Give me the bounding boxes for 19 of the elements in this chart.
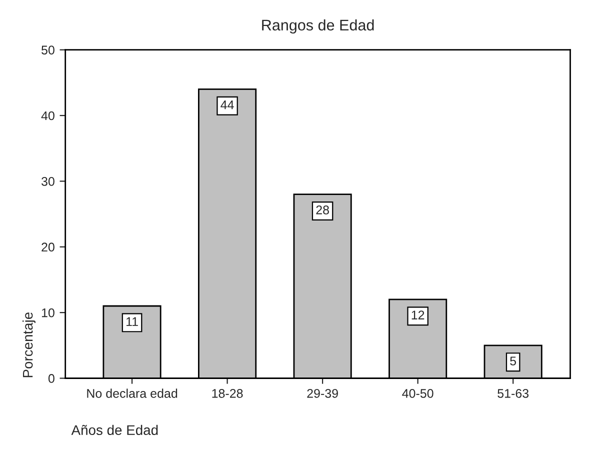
y-tick-label: 20: [42, 242, 54, 252]
y-tick-label: 40: [41, 111, 54, 120]
data-label: 5: [510, 356, 516, 366]
x-tick-label: 51-63: [498, 389, 529, 398]
y-tick-label: 10: [42, 308, 54, 318]
x-tick-label: 29-39: [307, 389, 338, 398]
y-tick-label: 0: [48, 374, 54, 383]
x-axis-title: Años de Edad: [71, 424, 158, 436]
x-tick-label: 40-50: [402, 389, 434, 398]
chart-title: Rangos de Edad: [262, 19, 374, 34]
data-label: 28: [316, 206, 329, 214]
x-tick-label: No declara edad: [87, 388, 178, 398]
data-label: 11: [126, 317, 138, 326]
y-tick-label: 30: [42, 177, 54, 186]
x-tick-label: 18-28: [212, 389, 243, 398]
y-axis-title: Porcentaje: [22, 312, 36, 378]
data-label: 12: [412, 310, 424, 320]
y-tick-label: 50: [42, 46, 54, 54]
data-label: 44: [220, 100, 234, 110]
